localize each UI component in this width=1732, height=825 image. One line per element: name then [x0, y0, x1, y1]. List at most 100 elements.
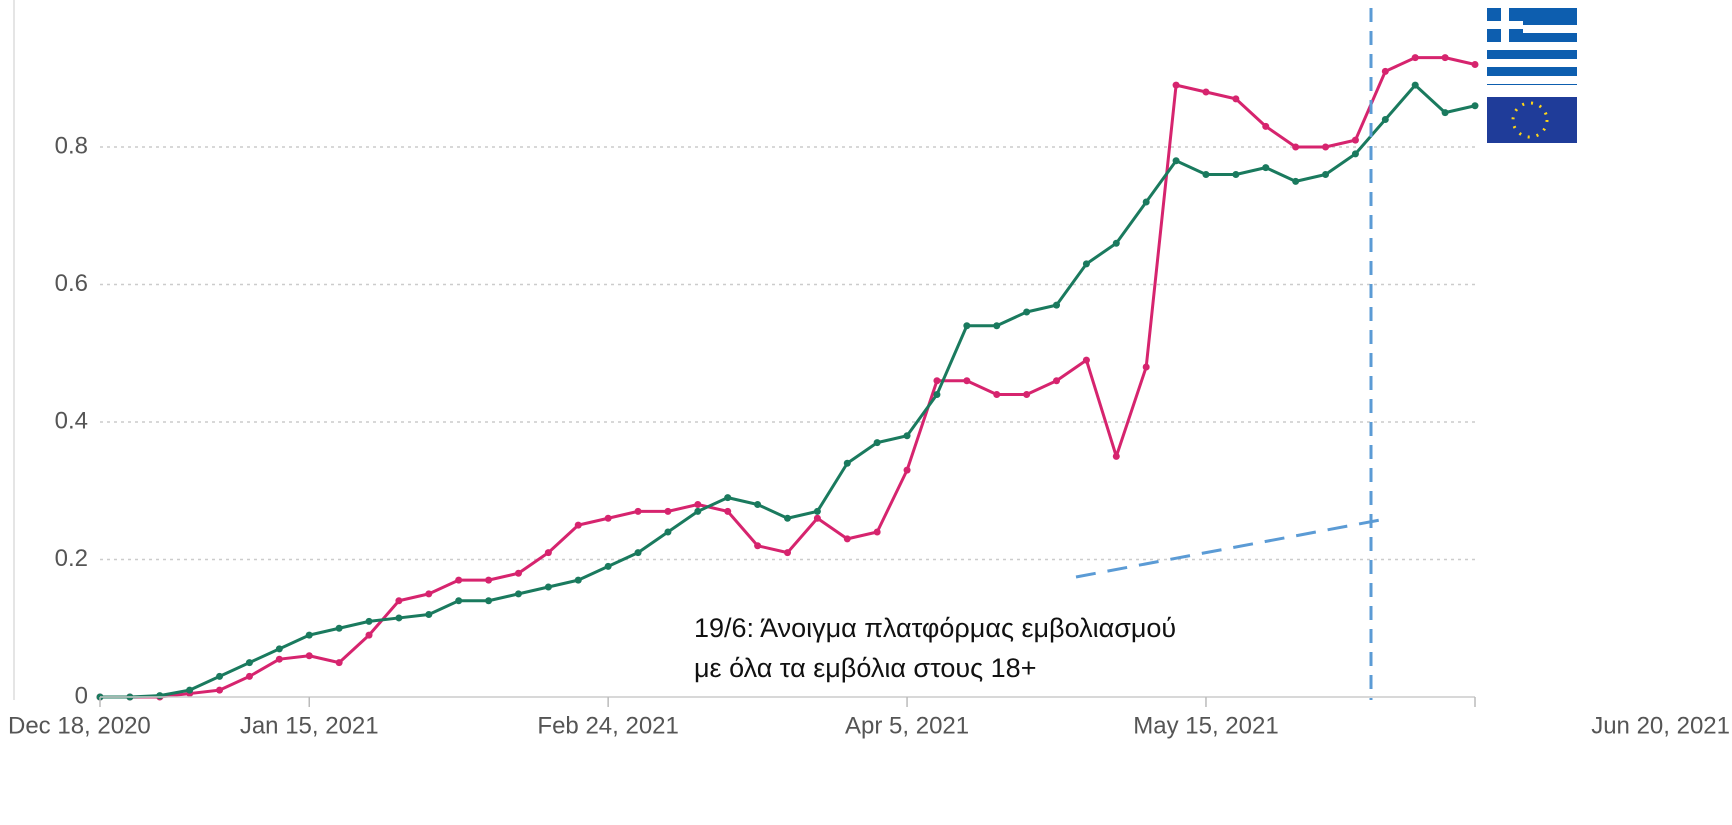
point	[634, 507, 642, 515]
point	[425, 590, 433, 598]
point	[245, 672, 253, 680]
point	[604, 562, 612, 570]
annotation-pointer	[1075, 518, 1381, 579]
point	[186, 686, 194, 694]
point	[1142, 198, 1150, 206]
point	[574, 521, 582, 529]
point	[335, 624, 343, 632]
point	[1172, 81, 1180, 89]
point	[455, 576, 463, 584]
point	[1202, 171, 1210, 178]
point	[933, 377, 941, 385]
point	[1411, 54, 1419, 62]
point	[544, 549, 552, 557]
point	[1381, 116, 1389, 123]
y-tick-label: 0	[75, 682, 88, 709]
point	[485, 597, 493, 605]
point	[993, 322, 1001, 330]
point	[1053, 377, 1061, 385]
y-tick-label: 0.2	[55, 545, 88, 572]
greece-flag	[1487, 8, 1577, 85]
point	[1471, 102, 1479, 110]
point	[1112, 239, 1120, 247]
point	[843, 535, 851, 543]
point	[813, 507, 821, 515]
y-tick-label: 0.6	[55, 270, 88, 297]
point	[873, 439, 881, 447]
point	[514, 590, 522, 598]
point	[1023, 391, 1031, 398]
point	[784, 549, 791, 557]
point	[963, 322, 971, 330]
point	[1381, 67, 1389, 75]
point	[395, 597, 403, 605]
x-tick-label: Feb 24, 2021	[537, 712, 678, 739]
point	[903, 466, 911, 474]
series-line	[100, 83, 1476, 699]
point	[724, 507, 732, 515]
point	[664, 528, 672, 536]
point	[1232, 171, 1240, 178]
point	[843, 459, 851, 467]
y-tick-label: 0.8	[55, 132, 88, 159]
point	[724, 494, 732, 502]
point	[365, 631, 373, 639]
point	[694, 501, 702, 508]
point	[1172, 157, 1180, 165]
point	[1351, 150, 1359, 158]
x-tick-label: Jan 15, 2021	[240, 712, 379, 739]
point	[1292, 143, 1300, 151]
point	[1232, 95, 1240, 103]
point	[754, 542, 762, 550]
point	[1262, 122, 1270, 130]
eu-flag	[1487, 97, 1577, 143]
x-axis: Dec 18, 2020 Jan 15, 2021 Feb 24, 2021 Apr …	[8, 696, 1730, 739]
point	[1441, 109, 1449, 117]
point	[1202, 88, 1210, 96]
x-tick-label: Jun 20, 2021	[1591, 712, 1730, 739]
point	[1112, 452, 1120, 460]
x-tick-label: Dec 18, 2020	[8, 712, 151, 739]
point	[1351, 136, 1359, 144]
point	[1411, 81, 1419, 89]
plot	[96, 54, 1479, 701]
point	[813, 514, 821, 522]
point	[664, 507, 672, 515]
point	[485, 576, 493, 584]
point	[514, 569, 522, 577]
point	[156, 692, 164, 700]
x-tick-label: May 15, 2021	[1133, 712, 1278, 739]
point	[395, 614, 403, 622]
point	[933, 391, 941, 398]
point	[1441, 54, 1449, 62]
point	[1023, 308, 1031, 316]
grid: 0 0.2 0.4 0.6 0.8	[55, 132, 1475, 709]
point	[245, 659, 253, 667]
point	[963, 377, 971, 385]
point	[1322, 143, 1330, 151]
annotation-line: με όλα τα εμβόλια στους 18+	[694, 653, 1036, 683]
point	[455, 597, 463, 605]
point	[365, 617, 373, 625]
point	[335, 659, 343, 667]
x-tick-label: Apr 5, 2021	[845, 712, 969, 739]
point	[754, 501, 762, 508]
point	[1053, 301, 1061, 309]
point	[993, 391, 1001, 398]
point	[1322, 171, 1330, 178]
point	[305, 631, 313, 639]
point	[275, 655, 283, 663]
point	[1142, 363, 1150, 371]
point	[694, 507, 702, 515]
series-line	[100, 56, 1476, 699]
annotation-line: 19/6: Άνοιγμα πλατφόρμας εμβολιασμού	[694, 613, 1176, 643]
point	[275, 645, 283, 653]
point	[216, 686, 224, 694]
point	[425, 611, 433, 618]
point	[1471, 61, 1479, 68]
point	[1262, 164, 1270, 172]
y-tick-label: 0.4	[55, 407, 88, 434]
point	[305, 652, 313, 660]
point	[1082, 260, 1090, 268]
